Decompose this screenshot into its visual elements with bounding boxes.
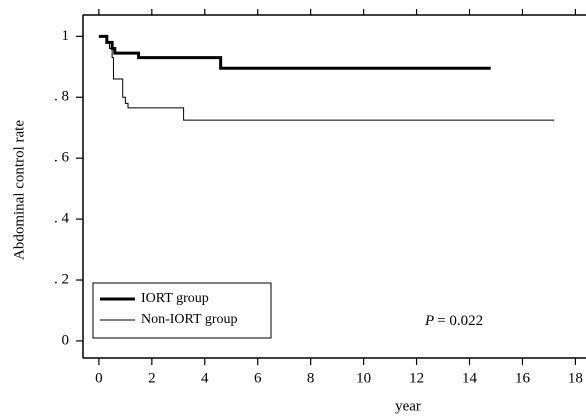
x-tick-label: 14: [462, 370, 478, 386]
km-curve: [98, 35, 555, 121]
x-tick-label: 4: [201, 370, 209, 386]
x-axis-label: year: [395, 398, 421, 414]
y-tick-label: . 6: [54, 150, 70, 166]
x-tick-label: 8: [307, 370, 315, 386]
x-tick-label: 2: [148, 370, 156, 386]
annotation-italic: P: [424, 313, 434, 329]
y-tick-label: . 2: [54, 271, 69, 287]
y-axis-label: Abdominal control rate: [11, 120, 27, 260]
x-tick-label: 6: [254, 370, 262, 386]
y-tick-label: . 4: [54, 211, 70, 227]
annotation-text: = 0.022: [437, 313, 483, 329]
km-curve: [98, 34, 491, 70]
x-tick-label: 10: [356, 370, 371, 386]
y-tick-label: . 8: [54, 89, 69, 105]
y-tick-label: 0: [62, 332, 70, 348]
legend-box: [92, 282, 272, 339]
annotation: P = 0.022: [424, 313, 483, 329]
y-tick-label: 1: [62, 28, 70, 44]
x-tick-label: 18: [568, 370, 583, 386]
legend-label: Non-IORT group: [141, 312, 238, 327]
x-tick-label: 0: [95, 370, 103, 386]
x-tick-label: 12: [409, 370, 424, 386]
x-tick-label: 16: [515, 370, 531, 386]
legend-label: IORT group: [141, 291, 209, 306]
